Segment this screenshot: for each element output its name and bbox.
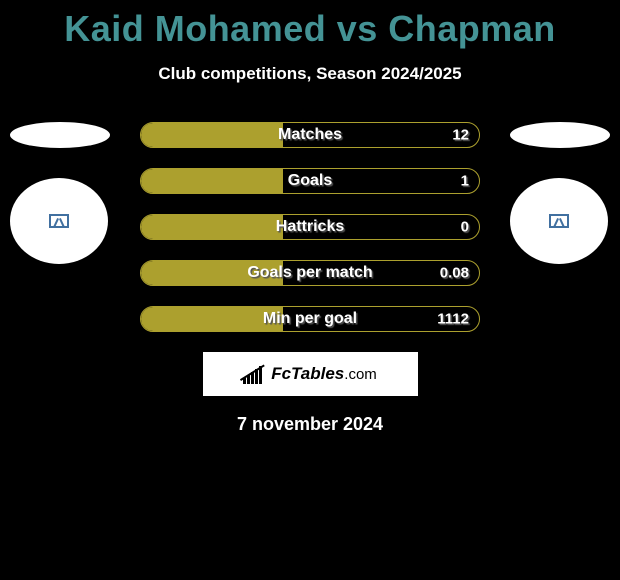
player-left-avatar [10,178,108,264]
stat-fill [141,123,283,147]
stat-value: 1 [461,173,469,190]
stat-fill [141,307,283,331]
stat-fill [141,169,283,193]
stat-label: Hattricks [276,218,344,236]
stat-value: 1112 [437,311,469,328]
page-title: Kaid Mohamed vs Chapman [0,0,620,50]
stat-value: 12 [452,127,469,144]
brand-suffix: .com [344,366,377,383]
stat-value: 0.08 [440,265,469,282]
stat-label: Matches [278,126,342,144]
stat-row-goals-per-match: Goals per match 0.08 [140,260,480,286]
player-right-panel [510,122,610,264]
stat-row-min-per-goal: Min per goal 1112 [140,306,480,332]
comparison-content: Matches 12 Goals 1 Hattricks 0 Goals per… [0,122,620,435]
brand-chart-icon [243,364,265,384]
stat-label: Goals [288,172,332,190]
page-subtitle: Club competitions, Season 2024/2025 [0,64,620,84]
stat-row-hattricks: Hattricks 0 [140,214,480,240]
stat-row-matches: Matches 12 [140,122,480,148]
date-text: 7 november 2024 [0,414,620,435]
stat-fill [141,215,283,239]
player-right-name-ellipse [510,122,610,148]
brand-badge[interactable]: FcTables.com [203,352,418,396]
placeholder-avatar-icon [549,214,569,228]
stats-list: Matches 12 Goals 1 Hattricks 0 Goals per… [140,122,480,332]
placeholder-avatar-icon [49,214,69,228]
player-left-panel [10,122,110,264]
player-left-name-ellipse [10,122,110,148]
stat-value: 0 [461,219,469,236]
brand-name: FcTables [271,364,344,383]
stat-label: Goals per match [247,264,372,282]
stat-row-goals: Goals 1 [140,168,480,194]
brand-text: FcTables.com [271,364,377,384]
stat-label: Min per goal [263,310,357,328]
player-right-avatar [510,178,608,264]
